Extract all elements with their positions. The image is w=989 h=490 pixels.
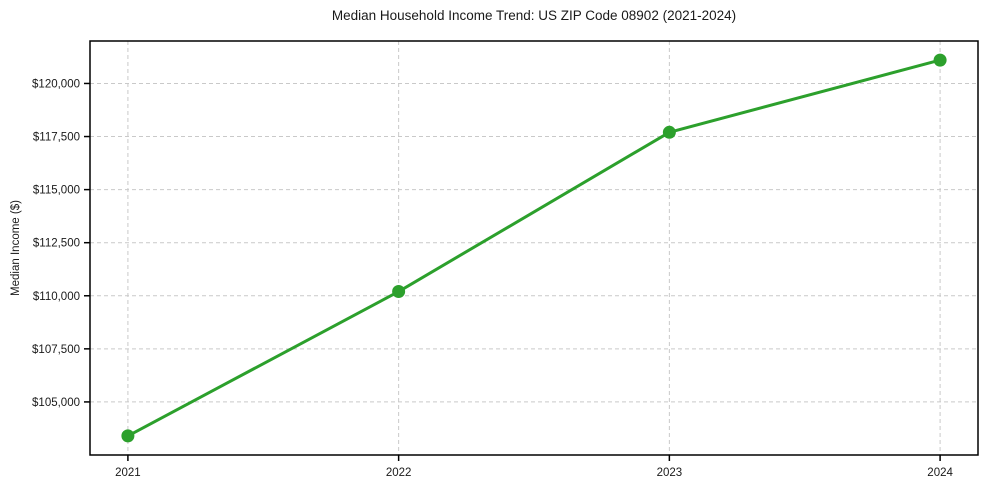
axes-box — [89, 40, 979, 456]
income-trend-line — [126, 58, 942, 438]
x-tick-label: 2023 — [657, 467, 683, 479]
y-tick-label: $120,000 — [32, 78, 80, 90]
y-tick-label: $115,000 — [33, 185, 80, 197]
chart-title: Median Household Income Trend: US ZIP Co… — [331, 8, 737, 23]
x-tick-label: 2021 — [115, 467, 141, 479]
y-tick-label: $112,500 — [33, 238, 80, 250]
y-tick-label: $107,500 — [32, 344, 80, 356]
y-tick-label: $117,500 — [33, 132, 80, 144]
data-point-2022 — [392, 285, 406, 299]
x-tick-label: 2022 — [386, 467, 412, 479]
data-point-2024 — [933, 53, 947, 67]
y-tick-label: $105,000 — [32, 397, 80, 409]
y-tick-label: $110,000 — [33, 291, 80, 303]
x-tick-label: 2024 — [927, 467, 953, 479]
data-point-2023 — [662, 125, 676, 139]
data-point-2021 — [121, 429, 135, 443]
